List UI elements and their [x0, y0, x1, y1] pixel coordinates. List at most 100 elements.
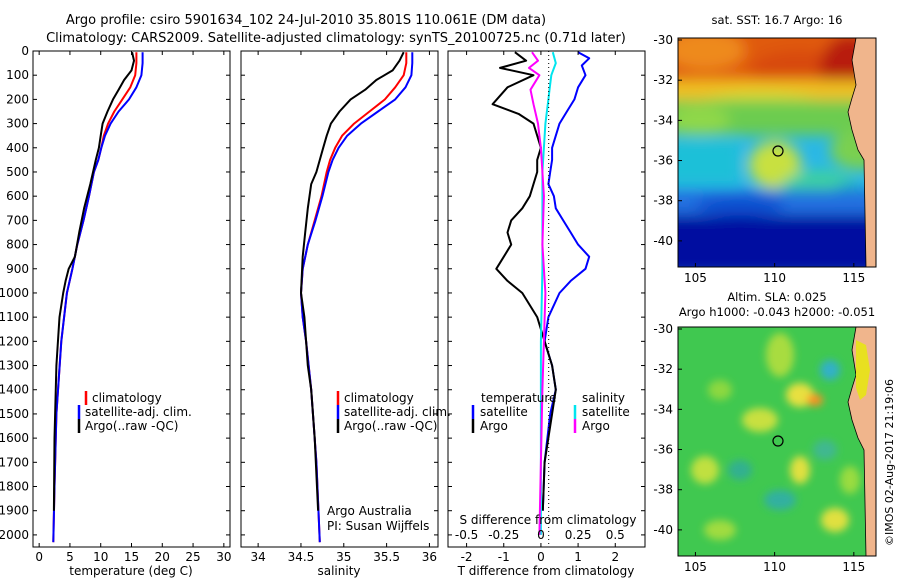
float-marker	[772, 435, 784, 447]
profile-series	[52, 51, 591, 543]
map-y-tick-label: -36	[653, 443, 673, 457]
map-x-tick-label: 110	[763, 560, 786, 574]
x-tick-label: 0	[537, 550, 545, 564]
map-y-tick-label: -30	[653, 33, 673, 47]
legend-temp-title: temperature	[481, 391, 556, 405]
map-y-tick-label: -34	[653, 402, 673, 416]
depth-tick-label: 200	[6, 92, 29, 106]
x-tick-label: 0	[35, 550, 43, 564]
series-line-satellite	[539, 51, 557, 535]
map-y-tick-label: -34	[653, 113, 673, 127]
x-axes: 0 5 10 15 20 25 30 34 34.5 35 35.5 36 -2 -1 0 1 2 -0.5 -0.…	[35, 51, 625, 564]
depth-tick-label: 1100	[0, 310, 29, 324]
s-tick-label: 0.25	[565, 528, 592, 542]
temperature-legend: climatology satellite-adj. clim. Argo(..…	[77, 391, 192, 433]
map-y-tick-label: -40	[653, 234, 673, 248]
legend-argo: Argo(..raw -QC)	[344, 419, 437, 433]
s-tick-label: -0.5	[455, 528, 478, 542]
map-y-tick-label: -38	[653, 483, 673, 497]
figure-title: Argo profile: csiro 5901634_102 24-Jul-2…	[66, 13, 546, 28]
depth-axis: 0 100 200 300 400 500 600 700 800 900 1000 1100 1200…	[0, 44, 645, 542]
map-x-tick-label: 115	[842, 560, 865, 574]
sst-map-title: sat. SST: 16.7 Argo: 16	[712, 13, 843, 27]
sla-map	[678, 327, 876, 556]
map-x-tick-label: 115	[842, 271, 865, 285]
s-tick-label: -0.25	[488, 528, 519, 542]
depth-tick-label: 800	[6, 238, 29, 252]
float-pi: PI: Susan Wijffels	[327, 519, 429, 533]
depth-tick-label: 700	[6, 213, 29, 227]
depth-tick-label: 1900	[0, 504, 29, 518]
legend-temp-sat: satellite	[480, 405, 528, 419]
map-x-tick-label: 105	[684, 560, 707, 574]
sla-map-title: Altim. SLA: 0.025	[727, 290, 826, 304]
depth-tick-label: 1200	[0, 334, 29, 348]
x-tick-label: 36	[422, 550, 437, 564]
map-axes: 105 110 115 -30 -32 -34 -36 -38 -40 105 110 115 -30 -…	[653, 33, 865, 574]
x-tick-label: 30	[216, 550, 231, 564]
series-line-argo	[528, 51, 547, 535]
legend-sal-title: salinity	[582, 391, 625, 405]
depth-tick-label: 300	[6, 117, 29, 131]
x-tick-label: 35	[336, 550, 351, 564]
legend-sat: satellite-adj. clim.	[85, 405, 192, 419]
series-line-argo	[491, 51, 557, 511]
s-tick-label: 0	[537, 528, 545, 542]
depth-tick-label: 900	[6, 262, 29, 276]
map-y-tick-label: -32	[653, 362, 673, 376]
difference-legend: temperature satellite Argo salinity sate…	[471, 391, 630, 433]
x-tick-label: 1	[574, 550, 582, 564]
depth-tick-label: 1700	[0, 455, 29, 469]
map-y-tick-label: -30	[653, 322, 673, 336]
map-y-tick-label: -32	[653, 73, 673, 87]
legend-argo: Argo(..raw -QC)	[85, 419, 178, 433]
difference-panel	[447, 50, 646, 548]
sla-map-subtitle: Argo h1000: -0.043 h2000: -0.051	[679, 305, 875, 319]
depth-tick-label: 0	[21, 44, 29, 58]
x-tick-label: 25	[185, 550, 200, 564]
sst-map	[678, 38, 876, 267]
x-tick-label: 20	[155, 550, 170, 564]
figure-subtitle: Climatology: CARS2009. Satellite-adjuste…	[46, 31, 626, 46]
temperature-xlabel: temperature (deg C)	[69, 564, 192, 578]
credit: ©IMOS 02-Aug-2017 21:19:06	[883, 379, 896, 546]
sdiff-xlabel: S difference from climatology	[460, 513, 637, 527]
series-line-argo-raw-qc-	[300, 51, 405, 511]
x-tick-label: 15	[124, 550, 139, 564]
depth-tick-label: 1600	[0, 431, 29, 445]
x-tick-label: 2	[611, 550, 619, 564]
depth-tick-label: 1500	[0, 407, 29, 421]
map-y-tick-label: -36	[653, 154, 673, 168]
salinity-legend: climatology satellite-adj. clim. Argo(..…	[336, 391, 451, 433]
map-x-tick-label: 110	[763, 271, 786, 285]
depth-tick-label: 1000	[0, 286, 29, 300]
depth-tick-label: 1400	[0, 383, 29, 397]
float-marker	[772, 145, 784, 157]
depth-tick-label: 2000	[0, 528, 29, 542]
x-tick-label: 34.5	[288, 550, 315, 564]
tdiff-xlabel: T difference from climatology	[457, 564, 635, 578]
x-tick-label: 35.5	[373, 550, 400, 564]
map-x-tick-label: 105	[684, 271, 707, 285]
s-tick-label: 0.5	[606, 528, 625, 542]
legend-sat: satellite-adj. clim.	[344, 405, 451, 419]
legend-sal-argo: Argo	[582, 419, 610, 433]
map-y-tick-label: -40	[653, 523, 673, 537]
x-tick-label: 10	[93, 550, 108, 564]
map-y-tick-label: -38	[653, 194, 673, 208]
salinity-xlabel: salinity	[317, 564, 360, 578]
x-tick-label: -2	[461, 550, 473, 564]
legend-clim: climatology	[92, 391, 162, 405]
depth-tick-label: 600	[6, 189, 29, 203]
depth-tick-label: 500	[6, 165, 29, 179]
depth-tick-label: 1300	[0, 359, 29, 373]
depth-tick-label: 400	[6, 141, 29, 155]
salinity-panel	[240, 50, 439, 548]
legend-clim: climatology	[344, 391, 414, 405]
x-tick-label: 5	[66, 550, 74, 564]
x-tick-label: 34	[250, 550, 265, 564]
depth-tick-label: 100	[6, 68, 29, 82]
legend-sal-sat: satellite	[582, 405, 630, 419]
x-tick-label: -1	[498, 550, 510, 564]
